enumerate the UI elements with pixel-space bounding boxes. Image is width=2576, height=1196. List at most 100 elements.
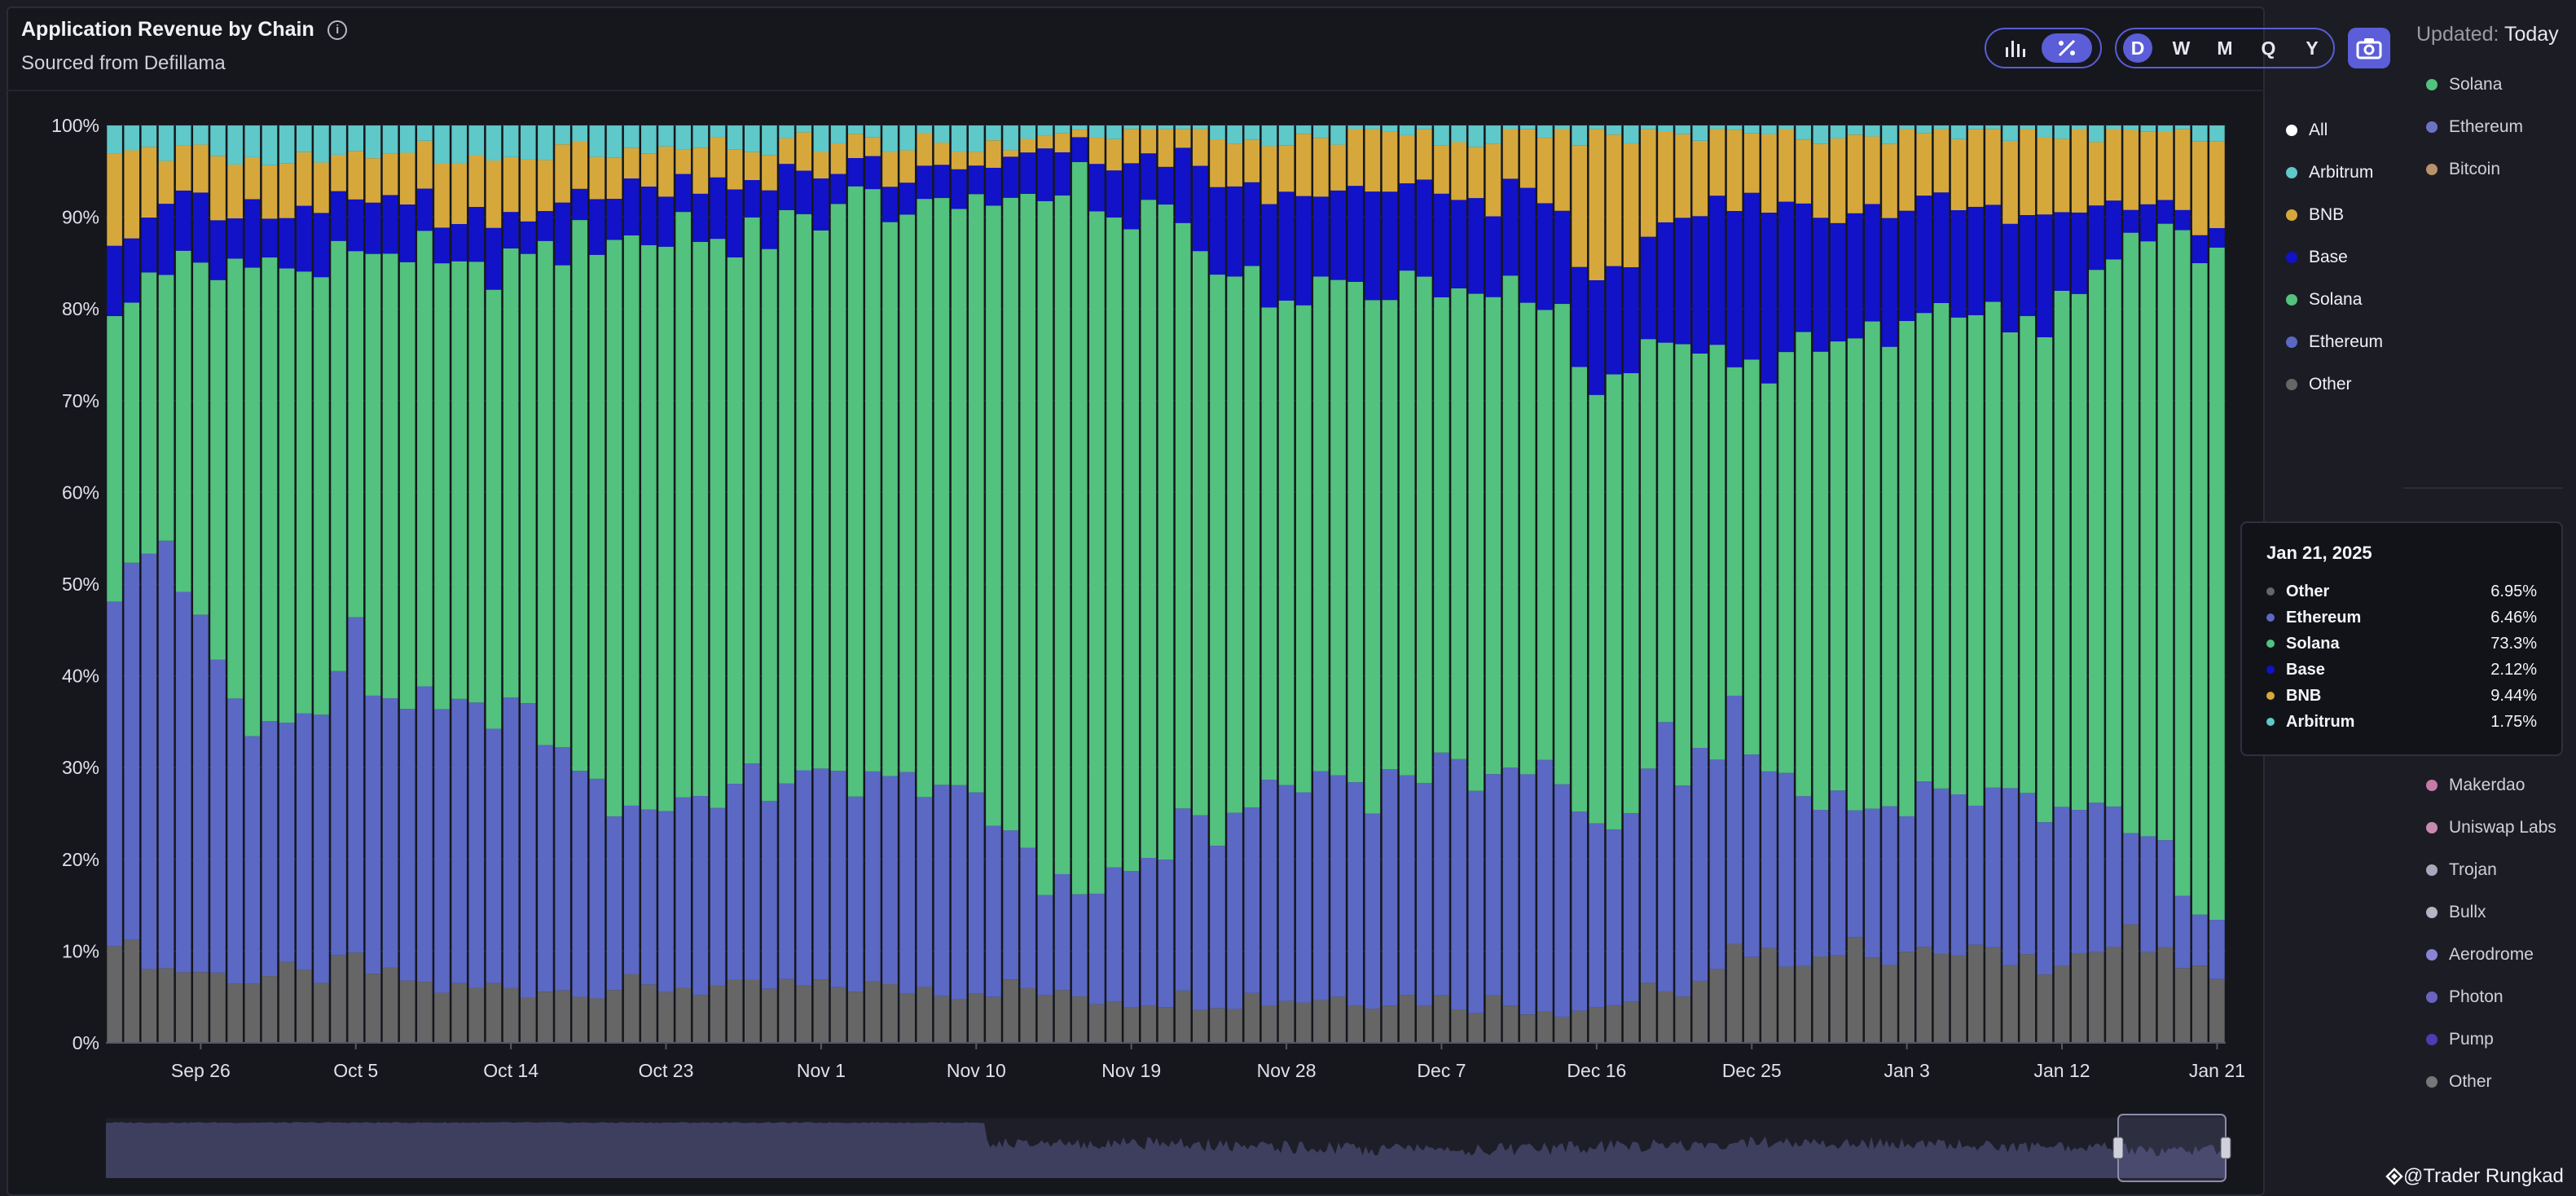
bar-segment-ethereum[interactable] (1278, 785, 1295, 1001)
bar-segment-base[interactable] (1417, 179, 1432, 277)
bar-segment-other[interactable] (1054, 990, 1070, 1043)
bar-segment-other[interactable] (641, 984, 657, 1043)
bar-segment-other[interactable] (538, 992, 553, 1043)
bar-segment-other[interactable] (951, 999, 967, 1043)
bar-segment-ethereum[interactable] (1916, 781, 1932, 948)
bar-segment-base[interactable] (1658, 222, 1673, 343)
bar-segment-other[interactable] (210, 972, 226, 1043)
bar-segment-arbitrum[interactable] (2191, 125, 2208, 142)
bar-segment-arbitrum[interactable] (365, 125, 381, 159)
bar-segment-ethereum[interactable] (1950, 794, 1967, 956)
bar-segment-other[interactable] (1658, 991, 1673, 1043)
bar-segment-ethereum[interactable] (158, 540, 174, 969)
bar-segment-arbitrum[interactable] (2020, 125, 2036, 130)
bar-segment-other[interactable] (1175, 990, 1191, 1043)
bar-segment-base[interactable] (1227, 186, 1242, 277)
bar-segment-arbitrum[interactable] (762, 125, 777, 156)
bar-segment-other[interactable] (1933, 954, 1950, 1043)
bar-segment-ethereum[interactable] (2191, 914, 2208, 966)
period-button-d[interactable]: D (2123, 33, 2152, 63)
bar-segment-ethereum[interactable] (1847, 810, 1863, 938)
bar-segment-bnb[interactable] (727, 149, 743, 190)
bar-segment-bnb[interactable] (1623, 143, 1639, 268)
bar-segment-ethereum[interactable] (968, 792, 984, 994)
bar-segment-other[interactable] (2071, 952, 2087, 1043)
bar-segment-base[interactable] (1382, 191, 1398, 301)
bar-segment-other[interactable] (1519, 1014, 1536, 1043)
bar-segment-ethereum[interactable] (1365, 813, 1381, 1009)
bar-segment-solana[interactable] (417, 231, 433, 687)
bar-segment-arbitrum[interactable] (348, 125, 364, 152)
bar-segment-solana[interactable] (951, 209, 967, 785)
bar-segment-ethereum[interactable] (762, 800, 777, 989)
bar-segment-bnb[interactable] (2174, 129, 2191, 210)
bar-segment-arbitrum[interactable] (451, 125, 467, 164)
bar-segment-bnb[interactable] (1572, 145, 1588, 267)
bar-segment-ethereum[interactable] (2020, 793, 2036, 955)
bar-segment-bnb[interactable] (1537, 138, 1553, 204)
bar-segment-other[interactable] (348, 952, 364, 1043)
bar-segment-bnb[interactable] (503, 156, 519, 213)
bar-segment-base[interactable] (1709, 196, 1725, 345)
bar-segment-arbitrum[interactable] (2157, 125, 2174, 132)
bar-segment-solana[interactable] (1365, 300, 1381, 814)
bar-segment-base[interactable] (555, 202, 570, 266)
bar-segment-solana[interactable] (520, 253, 536, 704)
bar-segment-base[interactable] (434, 227, 450, 264)
side-item-aerodrome[interactable]: Aerodrome (2426, 945, 2534, 965)
bar-segment-base[interactable] (762, 190, 777, 249)
bar-segment-base[interactable] (710, 177, 726, 240)
bar-segment-base[interactable] (1347, 186, 1364, 282)
bar-segment-base[interactable] (1726, 210, 1743, 367)
bar-segment-base[interactable] (1743, 192, 1760, 360)
bar-segment-base[interactable] (1537, 203, 1553, 310)
bar-segment-base[interactable] (2037, 214, 2053, 337)
bar-segment-other[interactable] (1692, 980, 1708, 1043)
bar-segment-base[interactable] (1261, 204, 1277, 308)
bar-segment-base[interactable] (1813, 218, 1829, 352)
bar-segment-bnb[interactable] (1899, 129, 1914, 211)
bar-segment-solana[interactable] (1330, 279, 1346, 776)
bar-segment-ethereum[interactable] (1675, 785, 1690, 997)
bar-segment-other[interactable] (1950, 955, 1967, 1043)
bar-segment-solana[interactable] (934, 198, 950, 785)
bar-segment-arbitrum[interactable] (1830, 125, 1846, 139)
bar-segment-arbitrum[interactable] (1847, 125, 1863, 135)
bar-segment-bnb[interactable] (451, 163, 467, 224)
bar-segment-arbitrum[interactable] (779, 125, 794, 139)
bar-segment-bnb[interactable] (986, 140, 1001, 168)
bar-segment-bnb[interactable] (399, 152, 415, 204)
bar-segment-bnb[interactable] (623, 147, 640, 179)
bar-segment-bnb[interactable] (1227, 143, 1242, 187)
bar-segment-bnb[interactable] (1658, 131, 1673, 222)
bar-segment-solana[interactable] (2089, 270, 2104, 803)
bar-segment-base[interactable] (1193, 165, 1208, 252)
bar-segment-other[interactable] (675, 987, 691, 1043)
bar-segment-ethereum[interactable] (1003, 830, 1018, 980)
bar-segment-bnb[interactable] (107, 153, 122, 246)
bar-segment-ethereum[interactable] (451, 698, 467, 983)
bar-segment-arbitrum[interactable] (1554, 125, 1570, 130)
bar-segment-base[interactable] (572, 188, 588, 221)
bar-segment-solana[interactable] (2123, 232, 2139, 833)
bar-segment-bnb[interactable] (1123, 129, 1139, 164)
side-item-makerdao[interactable]: Makerdao (2426, 776, 2525, 795)
legend-item-bnb[interactable]: BNB (2286, 194, 2383, 236)
bar-segment-base[interactable] (641, 187, 657, 245)
bar-segment-base[interactable] (796, 170, 812, 214)
bar-segment-other[interactable] (1882, 965, 1897, 1043)
bar-segment-arbitrum[interactable] (1193, 125, 1208, 130)
bar-segment-arbitrum[interactable] (434, 125, 450, 164)
bar-segment-arbitrum[interactable] (1382, 125, 1398, 132)
side-item-other[interactable]: Other (2426, 1072, 2492, 1092)
bar-segment-ethereum[interactable] (1899, 816, 1914, 952)
bar-segment-solana[interactable] (1193, 251, 1208, 816)
bar-segment-base[interactable] (348, 199, 364, 252)
bar-segment-ethereum[interactable] (1261, 780, 1277, 1005)
bar-segment-base[interactable] (1330, 190, 1346, 280)
bar-segment-arbitrum[interactable] (1882, 125, 1897, 144)
bar-segment-ethereum[interactable] (1658, 722, 1673, 992)
bar-segment-arbitrum[interactable] (141, 125, 157, 147)
bar-segment-arbitrum[interactable] (1796, 125, 1812, 140)
bar-segment-other[interactable] (2089, 952, 2104, 1043)
